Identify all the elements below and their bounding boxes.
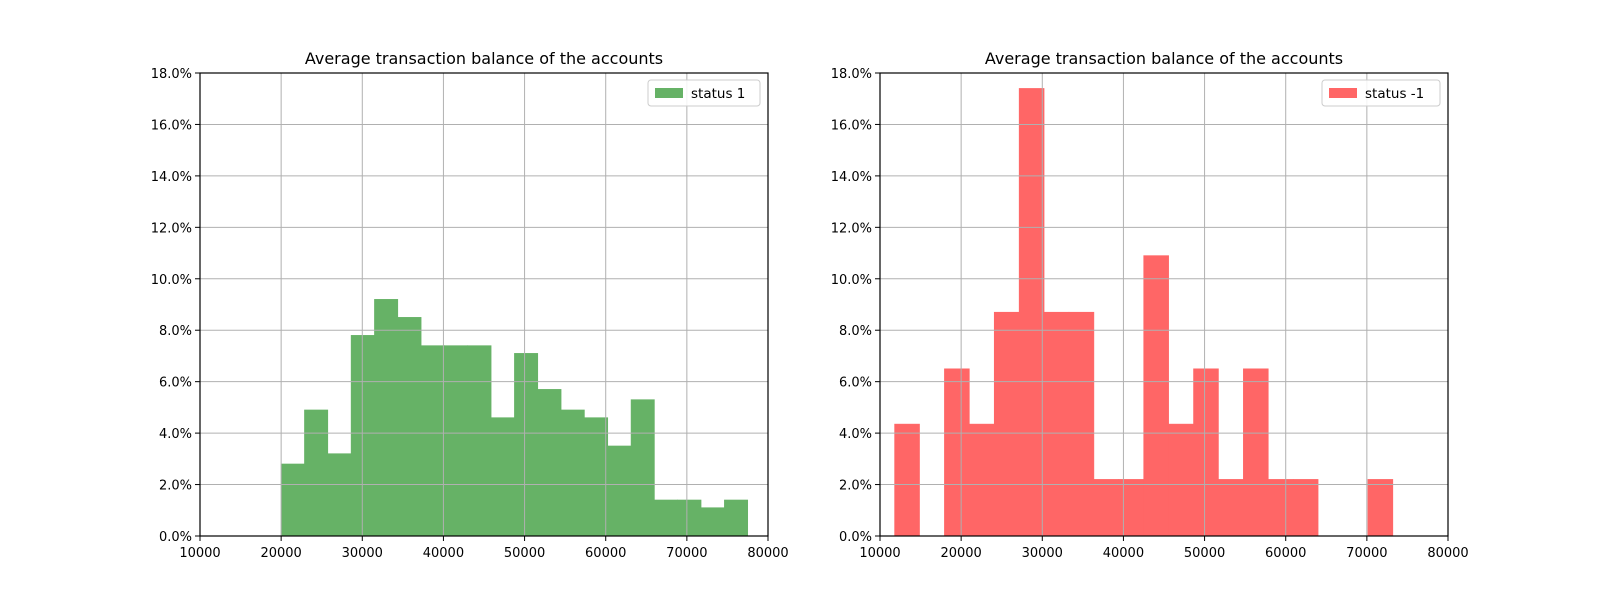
bar: [280, 463, 305, 537]
y-tick-label: 0.0%: [839, 530, 872, 545]
x-tick-label: 10000: [179, 546, 220, 561]
bar: [607, 445, 632, 537]
chart-panel-1: 10000 20000 30000 40000 50000 60000 70000 80000…: [151, 49, 789, 561]
bar: [420, 345, 445, 537]
series-1-1: [280, 299, 749, 537]
x-tick-label: 20000: [940, 546, 981, 561]
x-tick-label: 70000: [666, 546, 707, 561]
bar: [630, 399, 655, 537]
bar: [304, 409, 329, 537]
legend: status -1: [1321, 79, 1441, 107]
bar: [677, 499, 702, 537]
x-tick-label: 60000: [1265, 546, 1306, 561]
x-tick-label: 20000: [260, 546, 301, 561]
x-tick-label: 80000: [747, 546, 788, 561]
legend-label: status -1: [1365, 86, 1424, 102]
bar: [969, 423, 995, 537]
bar: [1243, 368, 1269, 537]
y-tick-label: 18.0%: [831, 67, 872, 82]
y-tick-label: 6.0%: [159, 376, 192, 391]
bar: [894, 423, 920, 537]
bar: [1043, 311, 1070, 537]
bar: [1118, 479, 1145, 537]
bar: [654, 499, 679, 537]
bar: [537, 389, 562, 537]
bar: [327, 453, 352, 537]
bar: [374, 299, 399, 537]
legend-swatch: [655, 88, 683, 98]
y-tick-label: 2.0%: [159, 479, 192, 494]
legend-box: [1321, 79, 1441, 107]
x-tick-label: 50000: [504, 546, 545, 561]
y-tick-label: 14.0%: [151, 170, 192, 185]
bar: [467, 345, 492, 537]
chart-title: Average transaction balance of the accou…: [305, 49, 663, 68]
legend-box: [647, 79, 761, 107]
y-tick-label: 6.0%: [839, 376, 872, 391]
bar: [1292, 479, 1319, 537]
y-tick-label: 4.0%: [839, 427, 872, 442]
y-tick-label: 18.0%: [151, 67, 192, 82]
y-tick-label: 10.0%: [831, 273, 872, 288]
chart-panel-2: 10000 20000 30000 40000 50000 60000 70000 80000…: [831, 49, 1469, 561]
chart-title: Average transaction balance of the accou…: [985, 49, 1343, 68]
bar: [514, 353, 539, 537]
y-tick-label: 0.0%: [159, 530, 192, 545]
x-tick-label: 30000: [1022, 546, 1063, 561]
x-tick-label: 50000: [1184, 546, 1225, 561]
y-tick-label: 14.0%: [831, 170, 872, 185]
y-tick-label: 10.0%: [151, 273, 192, 288]
x-tick-label: 10000: [859, 546, 900, 561]
legend-label: status 1: [691, 86, 745, 102]
x-tick-label: 30000: [342, 546, 383, 561]
bar: [1068, 311, 1095, 537]
series-2-1: [894, 88, 1394, 537]
y-tick-label: 2.0%: [839, 479, 872, 494]
bar: [1143, 255, 1169, 537]
bar: [584, 417, 609, 537]
x-tick-label: 80000: [1427, 546, 1468, 561]
bar: [444, 345, 469, 537]
y-tick-label: 12.0%: [151, 221, 192, 236]
legend: status 1: [647, 79, 761, 107]
x-tick-label: 70000: [1346, 546, 1387, 561]
y-tick-label: 8.0%: [839, 324, 872, 339]
bar: [1218, 479, 1244, 537]
bar: [1367, 479, 1394, 537]
bar: [944, 368, 970, 537]
bar: [993, 311, 1020, 537]
bar: [397, 317, 422, 537]
bar: [490, 417, 515, 537]
gridlines: [879, 72, 1449, 537]
bar: [560, 409, 585, 537]
axes-frame: [199, 72, 769, 537]
y-tick-label: 8.0%: [159, 324, 192, 339]
bar: [1193, 368, 1219, 537]
y-tick-label: 16.0%: [831, 118, 872, 133]
x-tick-label: 40000: [423, 546, 464, 561]
bar: [724, 499, 749, 537]
bar: [1168, 423, 1194, 537]
x-tick-label: 40000: [1103, 546, 1144, 561]
legend-swatch: [1329, 88, 1357, 98]
y-tick-label: 12.0%: [831, 221, 872, 236]
bar: [700, 507, 725, 537]
bar: [350, 335, 375, 537]
bar: [1093, 479, 1120, 537]
x-tick-label: 60000: [585, 546, 626, 561]
bar: [1018, 88, 1045, 537]
bar: [1267, 479, 1294, 537]
y-tick-label: 4.0%: [159, 427, 192, 442]
axes-frame: [879, 72, 1449, 537]
y-tick-label: 16.0%: [151, 118, 192, 133]
